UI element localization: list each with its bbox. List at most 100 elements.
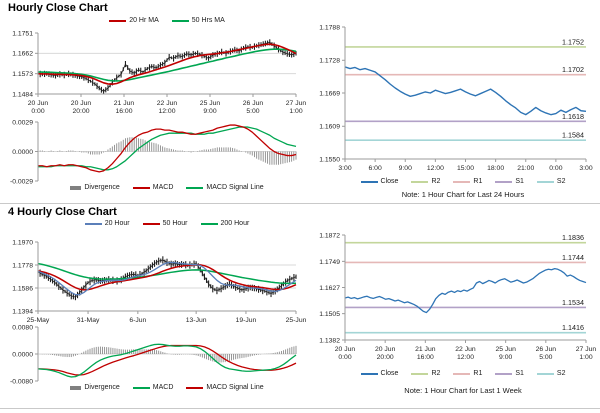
svg-text:1.1416: 1.1416: [562, 323, 584, 332]
legend-item-macd: MACD: [132, 384, 173, 391]
svg-text:3:00: 3:00: [579, 165, 592, 172]
svg-text:1.1586: 1.1586: [12, 285, 33, 292]
legend-label: R2: [431, 370, 441, 377]
legend-item-r2: R2: [411, 370, 440, 377]
svg-text:1.1751: 1.1751: [12, 30, 33, 37]
legend-swatch-line: [142, 222, 160, 225]
legend-label: S2: [556, 370, 566, 377]
legend-swatch-line: [495, 372, 513, 375]
svg-text:25-May: 25-May: [27, 317, 50, 324]
legend-swatch-line: [536, 372, 554, 375]
svg-text:13-Jun: 13-Jun: [186, 317, 207, 324]
legend-swatch-line: [360, 180, 378, 183]
legend-label: MACD: [152, 184, 174, 191]
legend-item-20-hour: 20 Hour: [84, 220, 130, 227]
svg-text:1.1394: 1.1394: [12, 308, 33, 315]
svg-text:1.1669: 1.1669: [319, 90, 340, 97]
legend-label: MACD Signal Line: [206, 184, 264, 191]
svg-text:6:00: 6:00: [369, 165, 382, 172]
svg-text:27 Jun: 27 Jun: [286, 100, 307, 107]
svg-text:1.1484: 1.1484: [12, 91, 33, 98]
svg-text:16:00: 16:00: [417, 354, 434, 361]
legend-item-macd-signal-line: MACD Signal Line: [186, 384, 264, 391]
legend-item-r2: R2: [411, 178, 440, 185]
legend-label: Close: [380, 178, 399, 185]
legend-label: R1: [473, 178, 483, 185]
legend-label: S2: [556, 178, 566, 185]
svg-text:1.1744: 1.1744: [562, 253, 584, 262]
legend-swatch-line: [453, 372, 471, 375]
legend-label: 20 Hr MA: [129, 17, 159, 24]
legend-label: 200 Hour: [220, 220, 250, 227]
svg-text:0.0080: 0.0080: [12, 324, 33, 331]
legend-swatch-line: [186, 386, 204, 389]
legend-item-s2: S2: [536, 178, 566, 185]
legend-item-close: Close: [360, 178, 399, 185]
svg-text:0.0000: 0.0000: [12, 149, 33, 156]
svg-text:21:00: 21:00: [517, 165, 534, 172]
legend-hourly-macd: Divergence MACD MACD Signal Line: [33, 184, 301, 191]
svg-text:21 Jun: 21 Jun: [114, 100, 135, 107]
svg-text:0.0029: 0.0029: [12, 119, 33, 126]
svg-text:12:00: 12:00: [457, 354, 474, 361]
svg-text:26 Jun: 26 Jun: [536, 346, 557, 353]
legend-label: S1: [515, 178, 524, 185]
legend-label: MACD Signal Line: [206, 384, 264, 391]
svg-text:1.1534: 1.1534: [562, 298, 584, 307]
legend-swatch-line: [84, 222, 102, 225]
legend-label: 50 Hour: [162, 220, 188, 227]
legend-label: Divergence: [84, 384, 120, 391]
svg-text:5:00: 5:00: [539, 354, 552, 361]
legend-item-200-hour: 200 Hour: [200, 220, 250, 227]
svg-text:1.1573: 1.1573: [12, 71, 33, 78]
svg-text:1.1749: 1.1749: [319, 259, 340, 266]
svg-text:1.1505: 1.1505: [319, 311, 340, 318]
legend-swatch-bar: [70, 185, 82, 190]
svg-text:1.1609: 1.1609: [319, 124, 340, 131]
legend-item-macd: MACD: [132, 184, 174, 191]
svg-text:19-Jun: 19-Jun: [236, 317, 257, 324]
legend-label: 50 Hrs MA: [191, 17, 225, 24]
svg-text:25-Jun: 25-Jun: [286, 317, 307, 324]
legend-hourly-ma: 20 Hr MA 50 Hrs MA: [33, 17, 301, 24]
svg-text:18:00: 18:00: [487, 165, 504, 172]
svg-text:1.1752: 1.1752: [562, 37, 584, 46]
svg-text:20:00: 20:00: [73, 108, 90, 115]
legend-item-r1: R1: [453, 370, 482, 377]
svg-text:9:00: 9:00: [399, 165, 412, 172]
svg-text:1.1970: 1.1970: [12, 239, 33, 246]
svg-text:-0.0080: -0.0080: [10, 378, 33, 385]
legend-swatch-line: [453, 180, 471, 183]
svg-text:20 Jun: 20 Jun: [71, 100, 92, 107]
legend-swatch-line: [411, 180, 429, 183]
legend-label: 20 Hour: [104, 220, 130, 227]
note-24h-chart: Note: 1 Hour Chart for Last 24 Hours: [401, 190, 525, 199]
svg-text:1.1778: 1.1778: [12, 262, 33, 269]
svg-text:1.1836: 1.1836: [562, 233, 584, 242]
legend-swatch-line: [132, 186, 150, 189]
svg-text:6-Jun: 6-Jun: [129, 317, 146, 324]
svg-text:20 Jun: 20 Jun: [335, 346, 356, 353]
svg-text:26 Jun: 26 Jun: [243, 100, 264, 107]
svg-text:12:00: 12:00: [427, 165, 444, 172]
svg-text:-0.0029: -0.0029: [10, 178, 33, 185]
section-title-hourly: Hourly Close Chart: [8, 2, 108, 14]
legend-item-r1: R1: [453, 178, 482, 185]
svg-text:1.1702: 1.1702: [562, 65, 584, 74]
svg-text:1.1382: 1.1382: [319, 337, 340, 344]
svg-text:1.1550: 1.1550: [319, 156, 340, 163]
svg-text:25 Jun: 25 Jun: [200, 100, 221, 107]
svg-text:31-May: 31-May: [77, 317, 100, 324]
section-title-4hourly: 4 Hourly Close Chart: [8, 206, 117, 218]
svg-text:20:00: 20:00: [377, 354, 394, 361]
legend-swatch-line: [200, 222, 218, 225]
legend-item-close: Close: [360, 370, 398, 377]
legend-label: S1: [515, 370, 524, 377]
legend-item-s2: S2: [536, 370, 566, 377]
legend-4hourly-ma: 20 Hour 50 Hour 200 Hour: [33, 220, 301, 227]
svg-text:21 Jun: 21 Jun: [415, 346, 436, 353]
legend-label: R1: [473, 370, 483, 377]
legend-item-divergence: Divergence: [70, 184, 120, 191]
legend-item-macd-signal-line: MACD Signal Line: [186, 184, 264, 191]
legend-swatch-line: [495, 180, 513, 183]
